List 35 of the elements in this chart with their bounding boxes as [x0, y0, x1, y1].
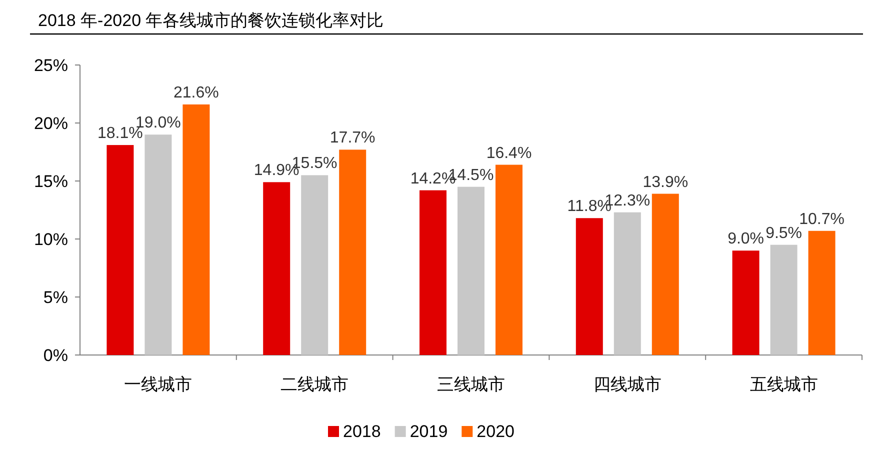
y-tick-label: 25%	[34, 56, 68, 75]
bar	[808, 230, 836, 355]
bar	[458, 186, 484, 355]
bar	[732, 250, 760, 355]
bar	[614, 212, 641, 355]
x-tick-label: 五线城市	[750, 375, 818, 394]
y-tick-label: 20%	[34, 114, 68, 133]
data-label: 16.4%	[486, 144, 532, 162]
chart-title: 2018 年-2020 年各线城市的餐饮连锁化率对比	[38, 11, 384, 30]
legend-label: 2019	[410, 422, 448, 441]
bar	[339, 150, 366, 355]
x-tick-label: 四线城市	[593, 375, 662, 394]
bar	[263, 182, 290, 355]
bar	[144, 134, 172, 355]
y-tick-label: 5%	[43, 288, 68, 307]
x-tick-label: 一线城市	[124, 375, 192, 394]
bar	[106, 145, 134, 355]
data-label: 21.6%	[174, 84, 219, 102]
data-label: 13.9%	[642, 174, 688, 191]
bar	[496, 164, 522, 355]
y-tick-label: 15%	[34, 172, 68, 191]
y-tick-label: 10%	[34, 230, 68, 249]
x-tick-label: 三线城市	[437, 375, 505, 394]
legend-label: 2020	[476, 422, 514, 441]
y-tick-label: 0%	[43, 346, 68, 365]
bar	[576, 218, 603, 355]
legend-label: 2018	[343, 422, 381, 441]
bar	[182, 104, 210, 355]
data-label: 17.7%	[330, 130, 376, 147]
bar	[770, 244, 798, 355]
bar	[652, 194, 679, 355]
x-tick-label: 二线城市	[280, 375, 349, 394]
bar	[301, 175, 328, 355]
bar	[420, 190, 446, 355]
data-label: 9.0%	[728, 230, 764, 248]
